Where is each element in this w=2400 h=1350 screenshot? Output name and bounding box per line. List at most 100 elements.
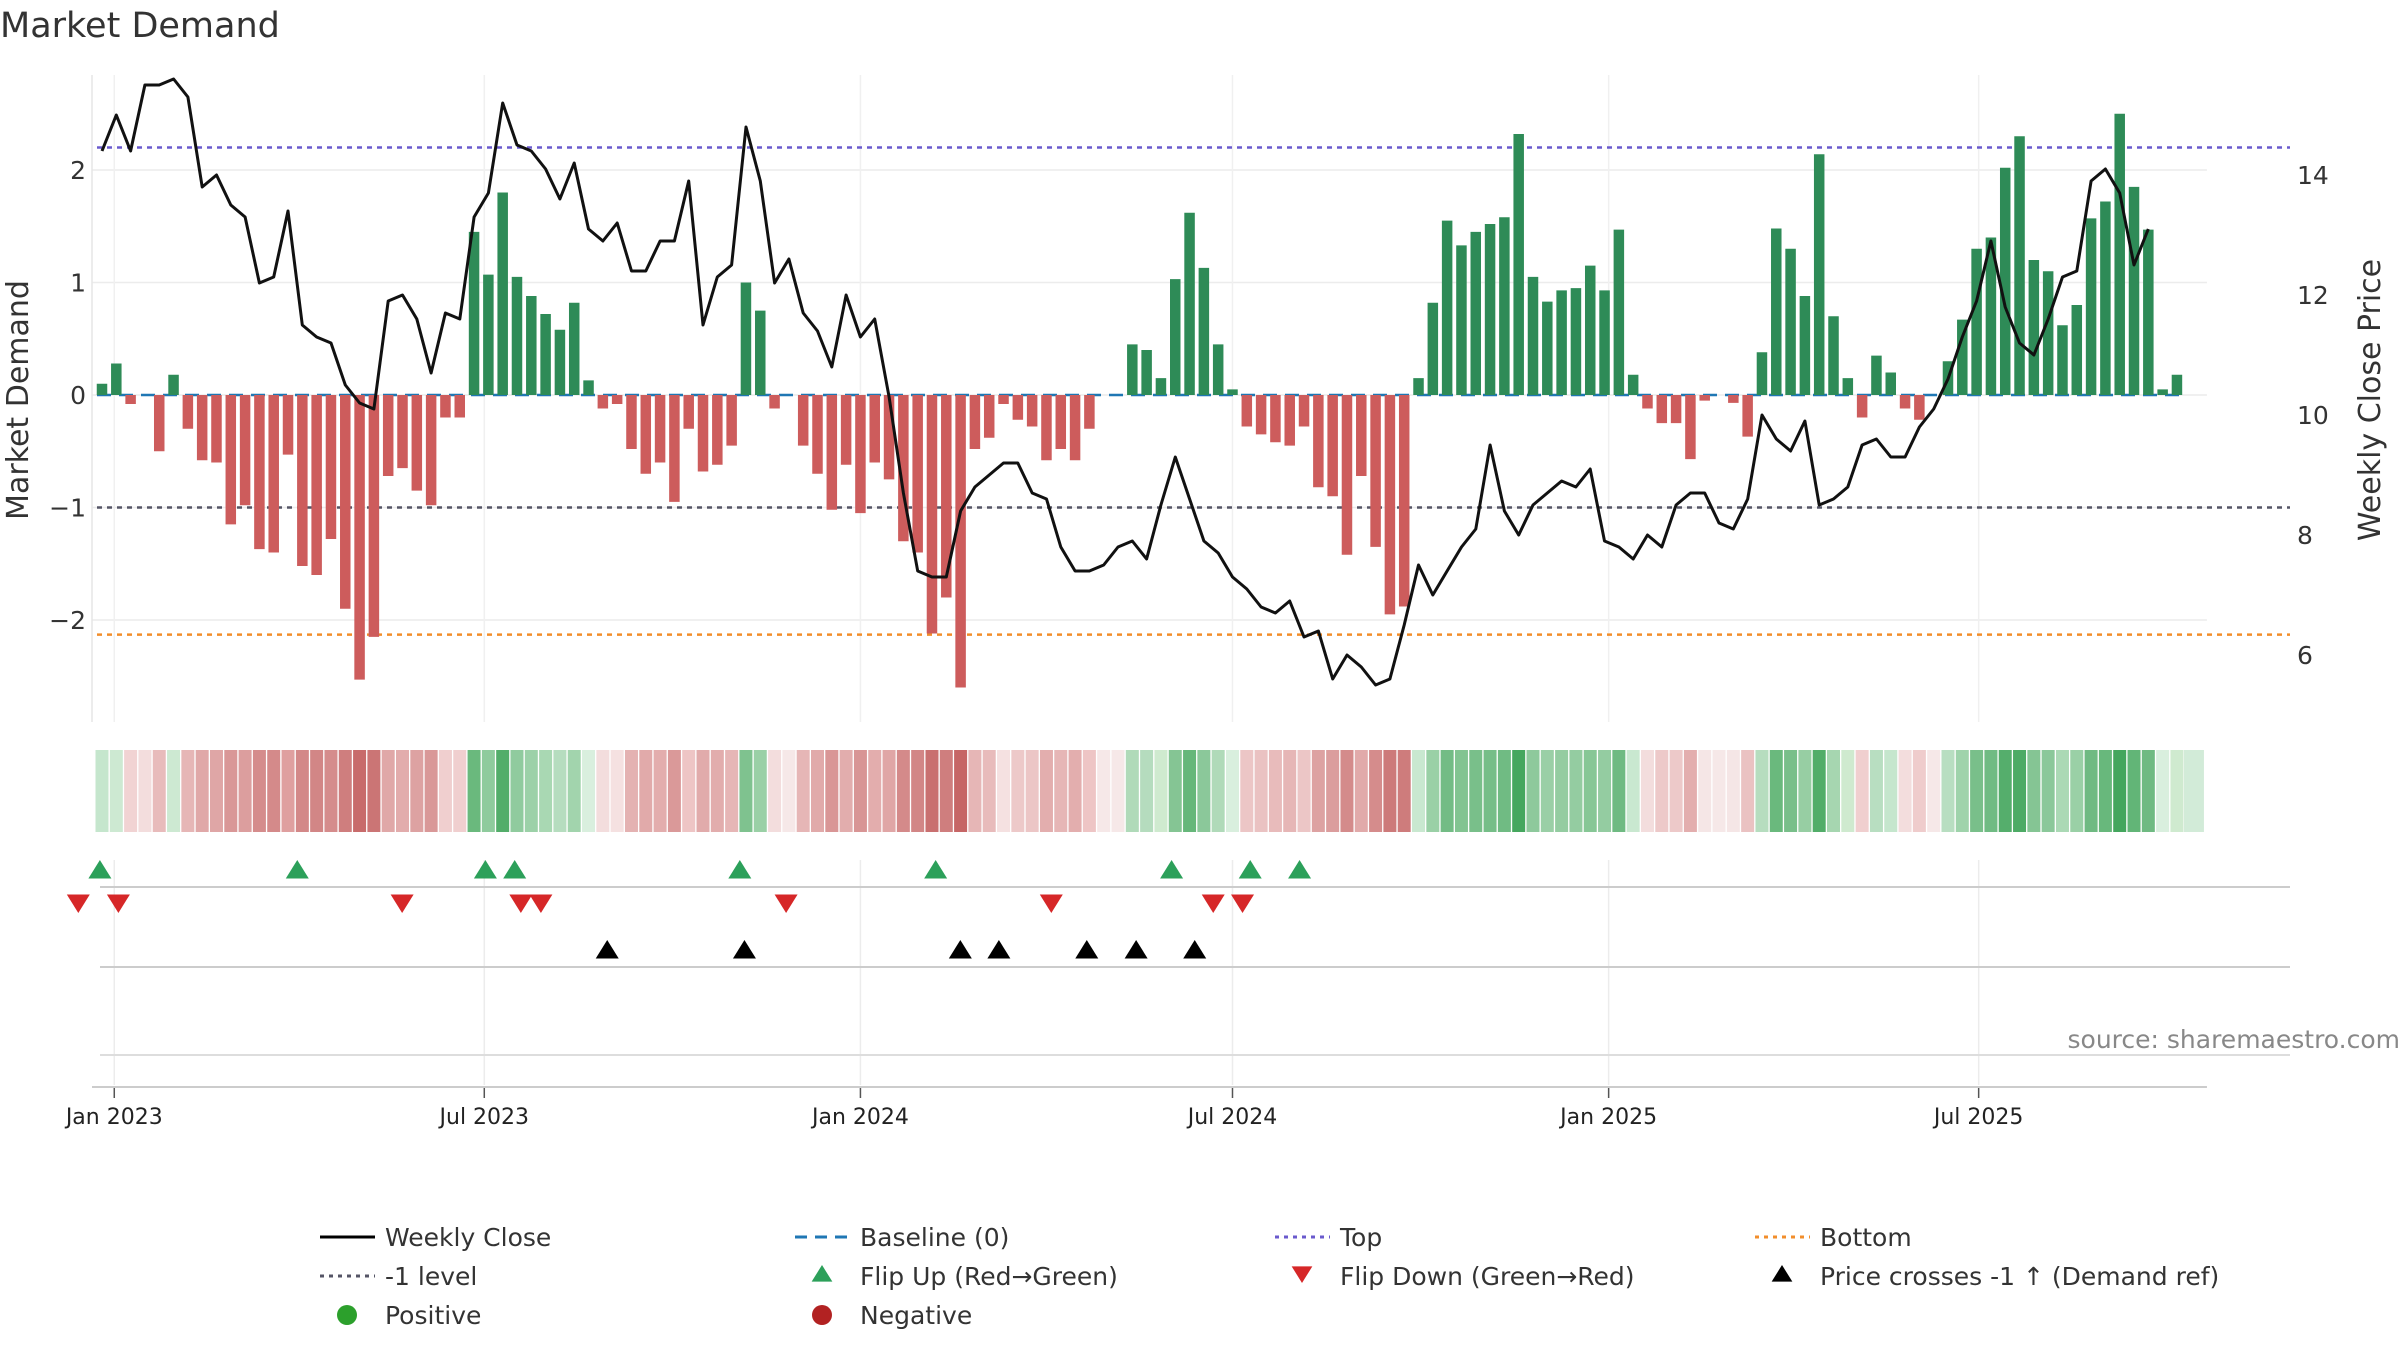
strip-cell (596, 750, 610, 832)
price-cross-marker (1183, 940, 1207, 959)
strip-cell (1698, 750, 1712, 832)
demand-bar (697, 395, 709, 472)
flip-down-marker (106, 894, 130, 913)
flip-up-marker (728, 860, 752, 879)
demand-bar (1985, 237, 1997, 395)
strip-cell (181, 750, 195, 832)
strip-cell (1225, 750, 1239, 832)
demand-bar (1026, 395, 1038, 427)
y-axis-right-label: Weekly Close Price (2353, 259, 2388, 541)
demand-bar (1670, 395, 1682, 424)
strip-cell (1898, 750, 1912, 832)
strip-cell (95, 750, 109, 832)
demand-bar (912, 395, 923, 553)
flip-up-marker (473, 860, 497, 879)
demand-bar (2028, 260, 2040, 395)
strip-cell (1183, 750, 1197, 832)
demand-bar (1699, 395, 1710, 401)
strip-cell (882, 750, 896, 832)
legend-label: Positive (385, 1301, 481, 1330)
strip-cell (1569, 750, 1583, 832)
flip-markers (66, 860, 1312, 959)
demand-bar (1542, 301, 1553, 395)
strip-cell (310, 750, 324, 832)
flip-down-marker (1231, 894, 1255, 913)
demand-strip (95, 750, 2204, 832)
strip-cell (1812, 750, 1826, 832)
strip-cell (1211, 750, 1225, 832)
demand-bar (654, 395, 666, 463)
demand-bar (2157, 389, 2168, 395)
strip-cell (396, 750, 410, 832)
demand-bar (955, 395, 966, 688)
demand-bar (597, 395, 609, 409)
strip-cell (1555, 750, 1569, 832)
strip-cell (982, 750, 996, 832)
flip-up-marker (88, 860, 112, 879)
demand-bar (998, 395, 1009, 404)
strip-cell (209, 750, 223, 832)
demand-bar (568, 302, 580, 395)
demand-bar (1899, 395, 1911, 409)
demand-bar (1398, 395, 1410, 607)
strip-cell (639, 750, 653, 832)
strip-cell (1326, 750, 1340, 832)
demand-bar (1170, 279, 1181, 395)
demand-bar (168, 374, 179, 395)
strip-cell (2041, 750, 2055, 832)
strip-cell (195, 750, 209, 832)
demand-bar (340, 395, 351, 609)
demand-bar (926, 395, 938, 634)
demand-bar (1141, 350, 1152, 395)
demand-bar (1527, 276, 1539, 395)
strip-cell (1240, 750, 1254, 832)
strip-cell (1397, 750, 1411, 832)
strip-cell (653, 750, 667, 832)
x-tick-label: Jul 2024 (1186, 1105, 1278, 1130)
demand-bar (368, 395, 380, 637)
demand-bar (540, 314, 551, 395)
legend-label: Price crosses -1 ↑ (Demand ref) (1820, 1262, 2219, 1291)
strip-cell (353, 750, 367, 832)
strip-cell (1283, 750, 1297, 832)
strip-cell (739, 750, 753, 832)
strip-cell (152, 750, 166, 832)
strip-cell (281, 750, 295, 832)
strip-cell (610, 750, 624, 832)
demand-bar (1885, 372, 1896, 395)
strip-cell (2141, 750, 2155, 832)
demand-bar (1041, 395, 1052, 461)
demand-bar (1842, 378, 1854, 395)
demand-bar (1069, 395, 1081, 461)
demand-bar (1642, 395, 1653, 409)
demand-bar (2071, 305, 2083, 395)
demand-bar (683, 395, 694, 429)
strip-cell (1726, 750, 1740, 832)
demand-bar (225, 395, 237, 525)
demand-bar (1999, 167, 2011, 395)
demand-bar (411, 395, 423, 491)
x-tick-label: Jan 2025 (1558, 1105, 1657, 1130)
y-tick-left: 2 (70, 156, 86, 185)
demand-bar (1227, 389, 1238, 395)
legend-triangle-up-icon (811, 1265, 833, 1282)
strip-cell (1054, 750, 1068, 832)
strip-cell (1784, 750, 1798, 832)
strip-cell (295, 750, 309, 832)
y-tick-left: −1 (49, 494, 86, 523)
price-series (100, 77, 2150, 687)
demand-bar (297, 395, 308, 566)
demand-bar (196, 395, 208, 461)
demand-bar (311, 395, 322, 575)
strip-cell (2098, 750, 2112, 832)
strip-cell (710, 750, 724, 832)
strip-cell (2170, 750, 2184, 832)
demand-bar (354, 395, 365, 680)
strip-cell (1884, 750, 1898, 832)
demand-bar (268, 395, 279, 553)
legend-label: Flip Down (Green→Red) (1340, 1262, 1635, 1291)
demand-bar (2114, 113, 2125, 395)
strip-cell (1583, 750, 1597, 832)
legend-item: Weekly Close (320, 1223, 551, 1252)
